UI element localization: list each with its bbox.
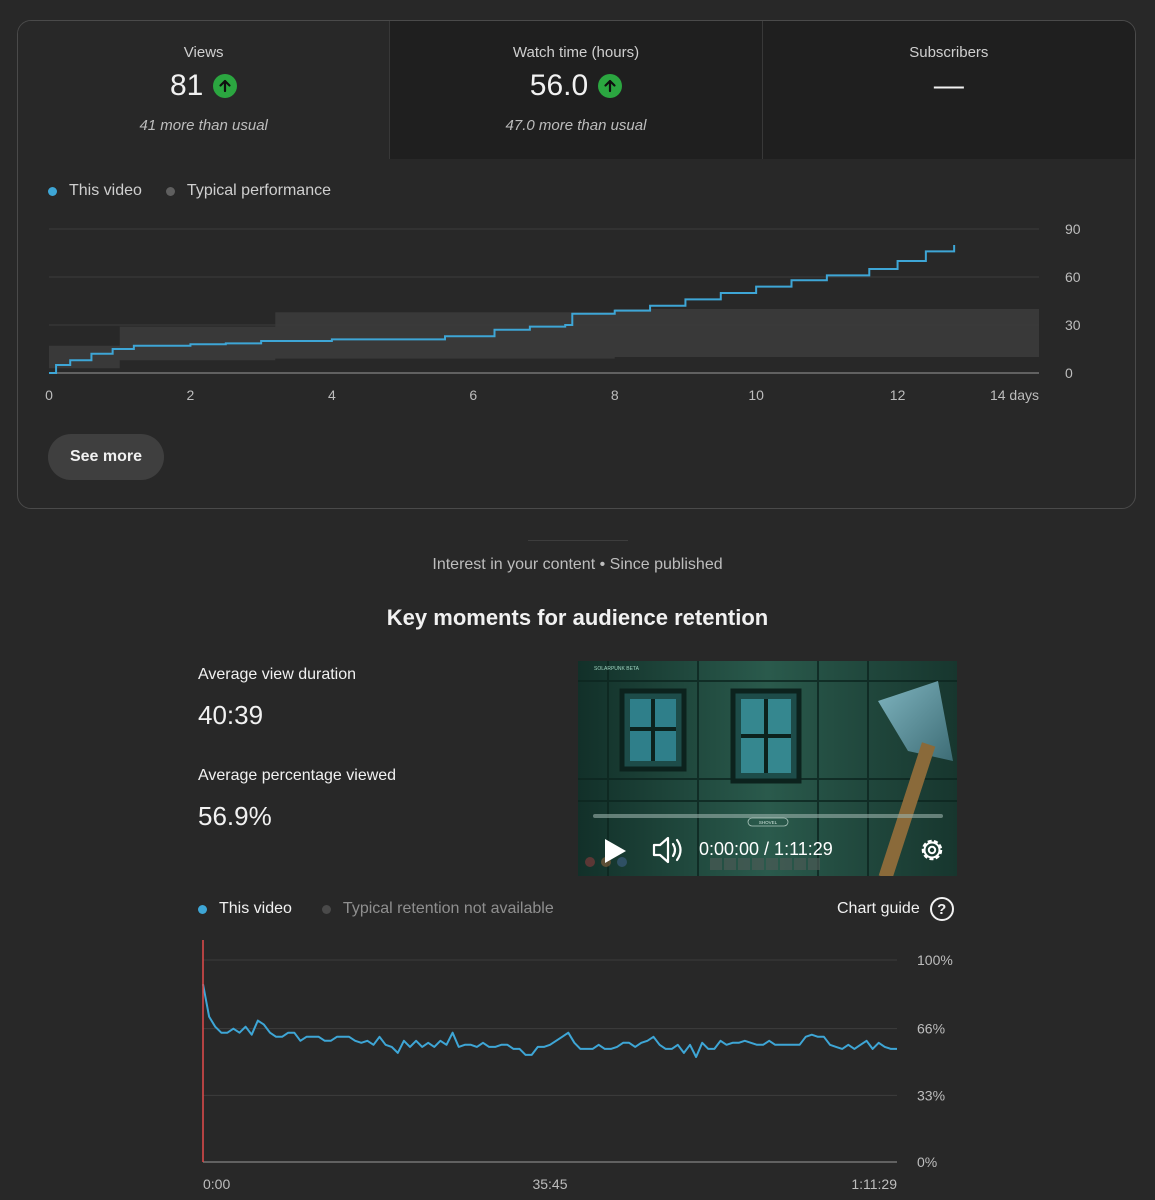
- performance-legend: This video Typical performance: [48, 182, 355, 200]
- play-icon[interactable]: [605, 839, 626, 863]
- arrow-up-icon: [598, 74, 623, 98]
- video-frame: SOLARPUNK BETA SHOVEL: [578, 661, 957, 876]
- legend-dot-icon: [165, 186, 175, 196]
- y-tick-label: 0%: [917, 1154, 937, 1170]
- metric-tab-views[interactable]: Views 81 41 more than usual: [18, 21, 391, 159]
- chart-guide-label: Chart guide: [837, 900, 920, 917]
- video-progress-bar[interactable]: [593, 814, 943, 818]
- y-tick-label: 90: [1065, 221, 1081, 237]
- legend-label: This video: [219, 900, 292, 917]
- metric-tab-subscribers[interactable]: Subscribers —: [762, 21, 1135, 159]
- retention-legend: This video Typical retention not availab…: [198, 900, 578, 918]
- x-tick-label: 1:11:29: [851, 1176, 897, 1192]
- metric-value: —: [933, 69, 964, 102]
- video-time-display: 0:00:00 / 1:11:29: [699, 839, 833, 859]
- metric-tab-watch-time[interactable]: Watch time (hours) 56.0 47.0 more than u…: [390, 21, 763, 159]
- metric-note: 41 more than usual: [139, 117, 268, 134]
- section-divider: [528, 540, 628, 541]
- x-tick-label: 0: [45, 387, 53, 403]
- y-tick-label: 100%: [917, 952, 953, 968]
- metric-value: 81: [169, 69, 204, 102]
- hud-title: SOLARPUNK BETA: [594, 666, 640, 672]
- x-tick-label: 14 days: [990, 387, 1039, 403]
- metric-label: Watch time (hours): [512, 44, 640, 61]
- legend-label: Typical retention not available: [342, 900, 554, 917]
- retention-title: Key moments for audience retention: [386, 605, 769, 630]
- retention-line: [202, 984, 897, 1058]
- y-tick-label: 66%: [917, 1021, 945, 1037]
- metric-label: Subscribers: [909, 44, 989, 61]
- avg-view-duration-label: Average view duration: [198, 666, 357, 683]
- x-tick-label: 4: [328, 387, 336, 403]
- metric-value: 56.0: [529, 69, 589, 102]
- y-tick-label: 33%: [917, 1087, 945, 1103]
- x-tick-label: 8: [611, 387, 619, 403]
- legend-typical: Typical retention not available: [321, 900, 554, 918]
- hud-prompt: SHOVEL: [759, 820, 778, 825]
- legend-dot-icon: [321, 904, 331, 914]
- views-line: [49, 245, 956, 374]
- legend-dot-icon: [48, 186, 57, 196]
- legend-label: This video: [69, 182, 142, 199]
- retention-subtitle: Interest in your content • Since publish…: [432, 556, 723, 573]
- metric-tabs: Views 81 41 more than usual Watch time (…: [18, 21, 1135, 159]
- avg-percentage-viewed-label: Average percentage viewed: [198, 767, 397, 784]
- avg-view-duration-value: 40:39: [198, 700, 264, 730]
- metric-label: Views: [183, 44, 224, 61]
- y-tick-label: 60: [1065, 269, 1081, 285]
- see-more-button[interactable]: See more: [48, 434, 164, 480]
- legend-typical: Typical performance: [165, 182, 331, 200]
- retention-chart[interactable]: 0% 33% 66% 100% 0:00 35:45 1:11:29: [0, 940, 1155, 1200]
- legend-dot-icon: [198, 904, 207, 914]
- y-tick-label: 0: [1065, 365, 1073, 381]
- legend-this-video: This video: [198, 900, 292, 918]
- x-tick-label: 10: [748, 387, 764, 403]
- x-tick-label: 12: [890, 387, 906, 403]
- x-tick-label: 35:45: [532, 1176, 567, 1192]
- x-tick-label: 0:00: [203, 1176, 230, 1192]
- volume-icon[interactable]: [652, 836, 682, 864]
- chart-guide-button[interactable]: Chart guide ?: [837, 897, 954, 921]
- arrow-up-icon: [213, 74, 238, 98]
- avg-percentage-viewed-value: 56.9%: [198, 801, 272, 831]
- legend-label: Typical performance: [186, 182, 331, 199]
- performance-card: Views 81 41 more than usual Watch time (…: [17, 20, 1136, 509]
- typical-performance-band: [49, 309, 1039, 369]
- settings-gear-icon[interactable]: [921, 839, 943, 861]
- views-chart[interactable]: 0 30 60 90 0 2 4 6 8 10 12 14 days: [18, 211, 1098, 411]
- y-tick-label: 30: [1065, 317, 1081, 333]
- x-tick-label: 6: [469, 387, 477, 403]
- help-icon: ?: [929, 897, 954, 921]
- metric-note: 47.0 more than usual: [505, 117, 647, 134]
- video-player[interactable]: SOLARPUNK BETA SHOVEL: [578, 661, 957, 876]
- x-tick-label: 2: [187, 387, 195, 403]
- legend-this-video: This video: [48, 182, 142, 200]
